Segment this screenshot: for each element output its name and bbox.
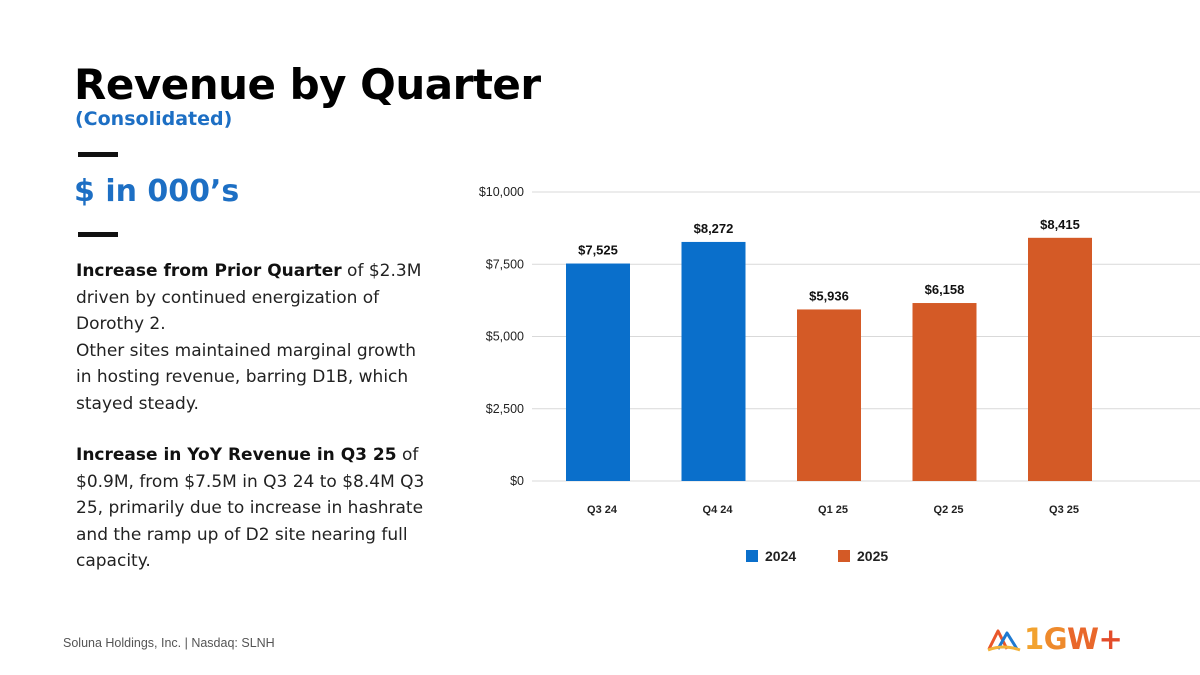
units-label: $ in 000’s bbox=[74, 174, 240, 209]
commentary-1-heading: Increase from Prior Quarter bbox=[76, 261, 342, 281]
x-tick-label: Q1 25 bbox=[818, 504, 848, 516]
y-tick-label: $7,500 bbox=[486, 257, 524, 271]
x-tick-label: Q3 25 bbox=[1049, 504, 1079, 516]
legend-swatch bbox=[838, 550, 850, 562]
divider-bottom bbox=[78, 232, 118, 237]
commentary-1-text: of $2.3M driven by continued energizatio… bbox=[76, 261, 422, 334]
commentary-1-line2: Other sites maintained marginal growth i… bbox=[76, 340, 416, 414]
legend-label: 2025 bbox=[857, 548, 888, 564]
logo-text: 1GW+ bbox=[1024, 622, 1123, 656]
footer-company: Soluna Holdings, Inc. | Nasdaq: SLNH bbox=[63, 636, 275, 650]
y-tick-label: $0 bbox=[510, 474, 524, 488]
legend-swatch bbox=[746, 550, 758, 562]
bar bbox=[681, 241, 746, 481]
data-label: $7,525 bbox=[578, 243, 618, 258]
data-label: $5,936 bbox=[809, 288, 849, 303]
bar bbox=[566, 263, 630, 481]
x-tick-label: Q3 24 bbox=[587, 504, 618, 516]
y-tick-label: $10,000 bbox=[479, 185, 524, 199]
revenue-bar-chart: $0 $2,500 $5,000 $7,500 $10,000 $7,525 Q3 24 $8… bbox=[479, 185, 1200, 564]
y-tick-label: $5,000 bbox=[486, 330, 524, 344]
x-tick-label: Q2 25 bbox=[934, 504, 964, 516]
slide-subtitle: (Consolidated) bbox=[75, 108, 233, 130]
commentary-paragraph-2: Increase in YoY Revenue in Q3 25 of $0.9… bbox=[76, 442, 426, 575]
commentary-paragraph-1: Increase from Prior Quarter of $2.3M dri… bbox=[76, 258, 426, 417]
legend-label: 2024 bbox=[765, 548, 796, 564]
brand-logo: 1GW+ bbox=[986, 622, 1136, 658]
data-label: $6,158 bbox=[925, 282, 965, 297]
data-label: $8,415 bbox=[1040, 217, 1080, 232]
divider-top bbox=[78, 152, 118, 157]
commentary-2-text: of $0.9M, from $7.5M in Q3 24 to $8.4M Q… bbox=[76, 445, 425, 571]
bar bbox=[797, 309, 861, 481]
y-tick-label: $2,500 bbox=[486, 402, 524, 416]
soluna-mountain-logo-icon bbox=[987, 629, 1021, 652]
bar bbox=[912, 303, 977, 481]
data-label: $8,272 bbox=[694, 221, 734, 236]
commentary-2-heading: Increase in YoY Revenue in Q3 25 bbox=[76, 445, 397, 465]
bar bbox=[1028, 237, 1092, 481]
x-tick-label: Q4 24 bbox=[703, 504, 734, 516]
slide-title: Revenue by Quarter bbox=[74, 60, 541, 109]
